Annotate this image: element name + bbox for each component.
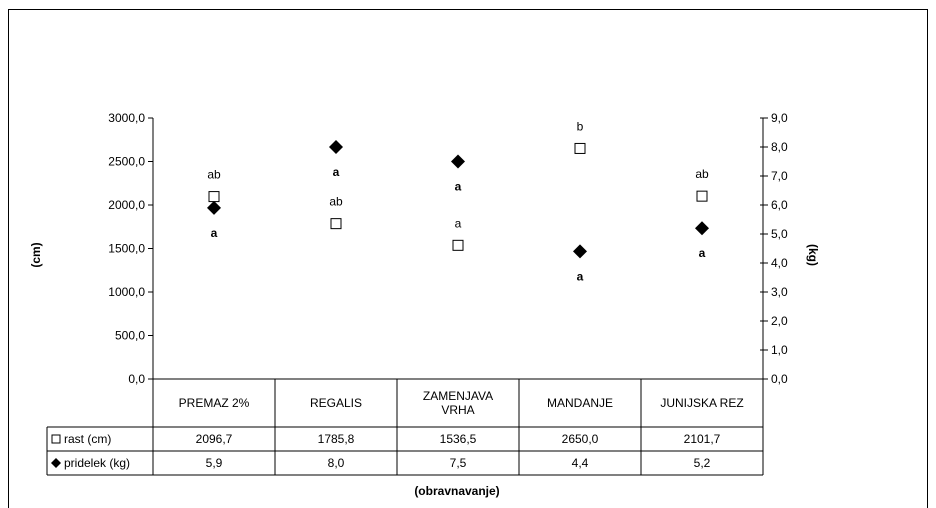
rast-value-label: 2096,7 [196,432,233,446]
y-right-tick-label: 4,0 [771,256,788,270]
pridelek-point [207,200,221,215]
y-right-tick-label: 3,0 [771,285,788,299]
rast-point [452,239,464,251]
rast-annotation: ab [695,167,709,181]
y-right-tick-label: 7,0 [771,169,788,183]
legend-pridelek-label: pridelek (kg) [64,456,130,470]
rast-value-label: 2650,0 [562,432,599,446]
pridelek-point [695,221,709,236]
pridelek-annotation: a [211,226,218,240]
pridelek-annotation: a [455,180,462,194]
y-right-tick-label: 5,0 [771,227,788,241]
pridelek-value-label: 5,9 [206,456,223,470]
pridelek-point [329,140,343,154]
rast-annotation: ab [207,168,221,182]
pridelek-point [573,244,587,259]
y-axis-label-right: (kg) [806,244,820,266]
y-left-tick-label: 2500,0 [108,155,145,169]
pridelek-annotation: a [333,165,340,179]
pridelek-value-label: 7,5 [450,456,467,470]
y-right-tick-label: 9,0 [771,111,788,125]
legend-rast-marker [51,434,61,444]
rast-value-label: 2101,7 [684,432,721,446]
pridelek-value-label: 4,4 [572,456,589,470]
rast-annotation: b [577,119,584,133]
rast-point [330,218,342,230]
pridelek-point [451,154,465,169]
category-label: VRHA [441,403,474,417]
y-left-tick-label: 1000,0 [108,285,145,299]
category-label: REGALIS [310,396,362,410]
rast-point [696,190,708,202]
category-label: JUNIJSKA REZ [660,396,743,410]
y-left-tick-label: 1500,0 [108,242,145,256]
rast-point [574,142,586,154]
pridelek-value-label: 5,2 [694,456,711,470]
rast-value-label: 1536,5 [440,432,477,446]
rast-value-label: 1785,8 [318,432,355,446]
y-right-tick-label: 1,0 [771,343,788,357]
category-label: ZAMENJAVA [423,389,493,403]
y-axis-label-left: (cm) [29,242,43,267]
y-right-tick-label: 6,0 [771,198,788,212]
rast-point [208,191,220,203]
x-axis-label: (obravnavanje) [414,484,499,498]
category-label: PREMAZ 2% [179,396,250,410]
y-left-tick-label: 500,0 [115,329,145,343]
pridelek-value-label: 8,0 [328,456,345,470]
rast-annotation: a [455,216,462,230]
y-left-tick-label: 2000,0 [108,198,145,212]
ticks-layer: 0,0 500,0 1000,0 1500,0 2000,0 2500,0 3000,0 0,… [108,111,788,386]
pridelek-annotation: a [699,246,706,260]
rast-annotation: ab [329,195,343,209]
pridelek-annotation: a [577,269,584,283]
category-label: MANDANJE [547,396,613,410]
y-left-tick-label: 0,0 [128,372,145,386]
y-left-tick-label: 3000,0 [108,111,145,125]
chart-frame [8,9,928,508]
legend-pridelek-marker [51,458,61,468]
legend-rast-label: rast (cm) [64,432,111,446]
y-right-tick-label: 2,0 [771,314,788,328]
y-right-tick-label: 8,0 [771,140,788,154]
y-right-tick-label: 0,0 [771,372,788,386]
